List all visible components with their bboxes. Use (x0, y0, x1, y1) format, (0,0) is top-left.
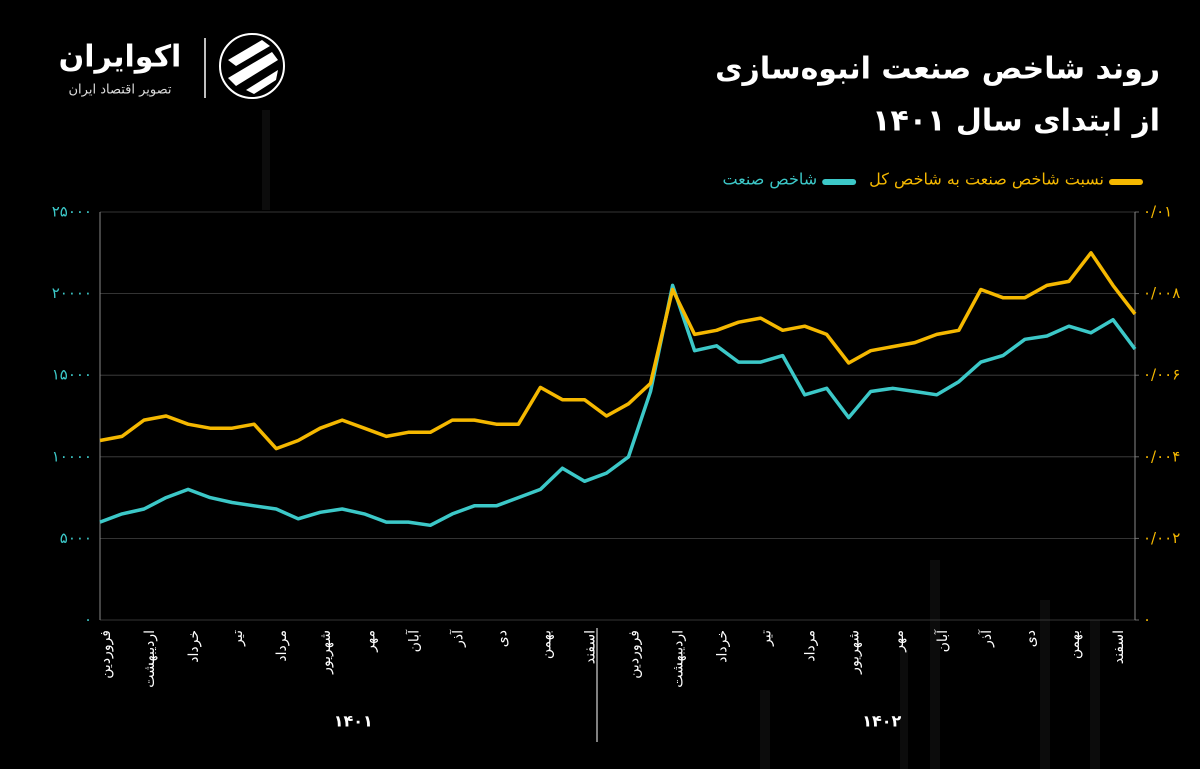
y-tick-label: ۰ (84, 611, 92, 629)
x-group-label: ۱۴۰۲ (862, 712, 901, 731)
x-tick-label: تیر (230, 630, 246, 647)
x-group-label: ۱۴۰۱ (334, 712, 373, 731)
x-tick-label: فروردین (98, 630, 114, 679)
y2-tick-label: ۰/۰۱ (1143, 203, 1172, 221)
brand-tagline: تصویر اقتصاد ایران (69, 83, 172, 98)
x-tick-label: مهر (362, 630, 378, 653)
y2-tick-label: ۰/۰۰۶ (1143, 366, 1180, 384)
x-tick-label: خرداد (186, 630, 202, 663)
brand-name: اکوایران (59, 40, 182, 75)
x-tick-label: آبان (934, 629, 951, 652)
x-tick-label: اردیبهشت (142, 630, 158, 688)
x-tick-label: اردیبهشت (671, 630, 687, 688)
legend-label: نسبت شاخص صنعت به شاخص کل (869, 170, 1104, 190)
legend-label: شاخص صنعت (722, 170, 817, 190)
x-tick-label: آذر (449, 629, 466, 648)
chart-subtitle: از ابتدای سال ۱۴۰۱ (872, 104, 1160, 139)
x-tick-label: آذر (978, 629, 995, 648)
y-tick-label: ۲۵۰۰۰ (52, 203, 92, 221)
x-tick-label: دی (1023, 630, 1039, 647)
x-tick-label: شهریور (847, 630, 863, 675)
x-tick-label: مهر (891, 630, 907, 653)
series-line (99, 251, 1137, 451)
y2-tick-label: ۰/۰۰۴ (1143, 447, 1180, 465)
y-tick-label: ۵۰۰۰ (60, 529, 92, 547)
x-tick-label: آبان (405, 629, 422, 652)
x-tick-label: بهمن (538, 630, 554, 659)
x-tick-label: اسفند (582, 630, 598, 664)
y-tick-label: ۱۰۰۰۰ (52, 447, 92, 465)
x-tick-label: مرداد (803, 630, 819, 662)
x-tick-label: بهمن (1067, 630, 1083, 659)
brand-logo (219, 33, 285, 99)
y2-tick-label: ۰ (1143, 611, 1151, 629)
x-tick-label: خرداد (715, 630, 731, 663)
series-line (99, 283, 1137, 528)
y-tick-label: ۲۰۰۰۰ (52, 284, 92, 302)
y-tick-label: ۱۵۰۰۰ (52, 366, 92, 384)
y2-tick-label: ۰/۰۰۸ (1143, 284, 1180, 302)
x-tick-label: فروردین (627, 630, 643, 679)
x-tick-label: دی (494, 630, 510, 647)
decoration (262, 110, 1100, 769)
x-tick-label: تیر (759, 630, 775, 647)
x-tick-label: مرداد (274, 630, 290, 662)
x-tick-label: شهریور (318, 630, 334, 675)
x-tick-label: اسفند (1111, 630, 1127, 664)
chart-title: روند شاخص صنعت انبوه‌سازی (715, 52, 1160, 87)
y2-tick-label: ۰/۰۰۲ (1143, 529, 1180, 547)
